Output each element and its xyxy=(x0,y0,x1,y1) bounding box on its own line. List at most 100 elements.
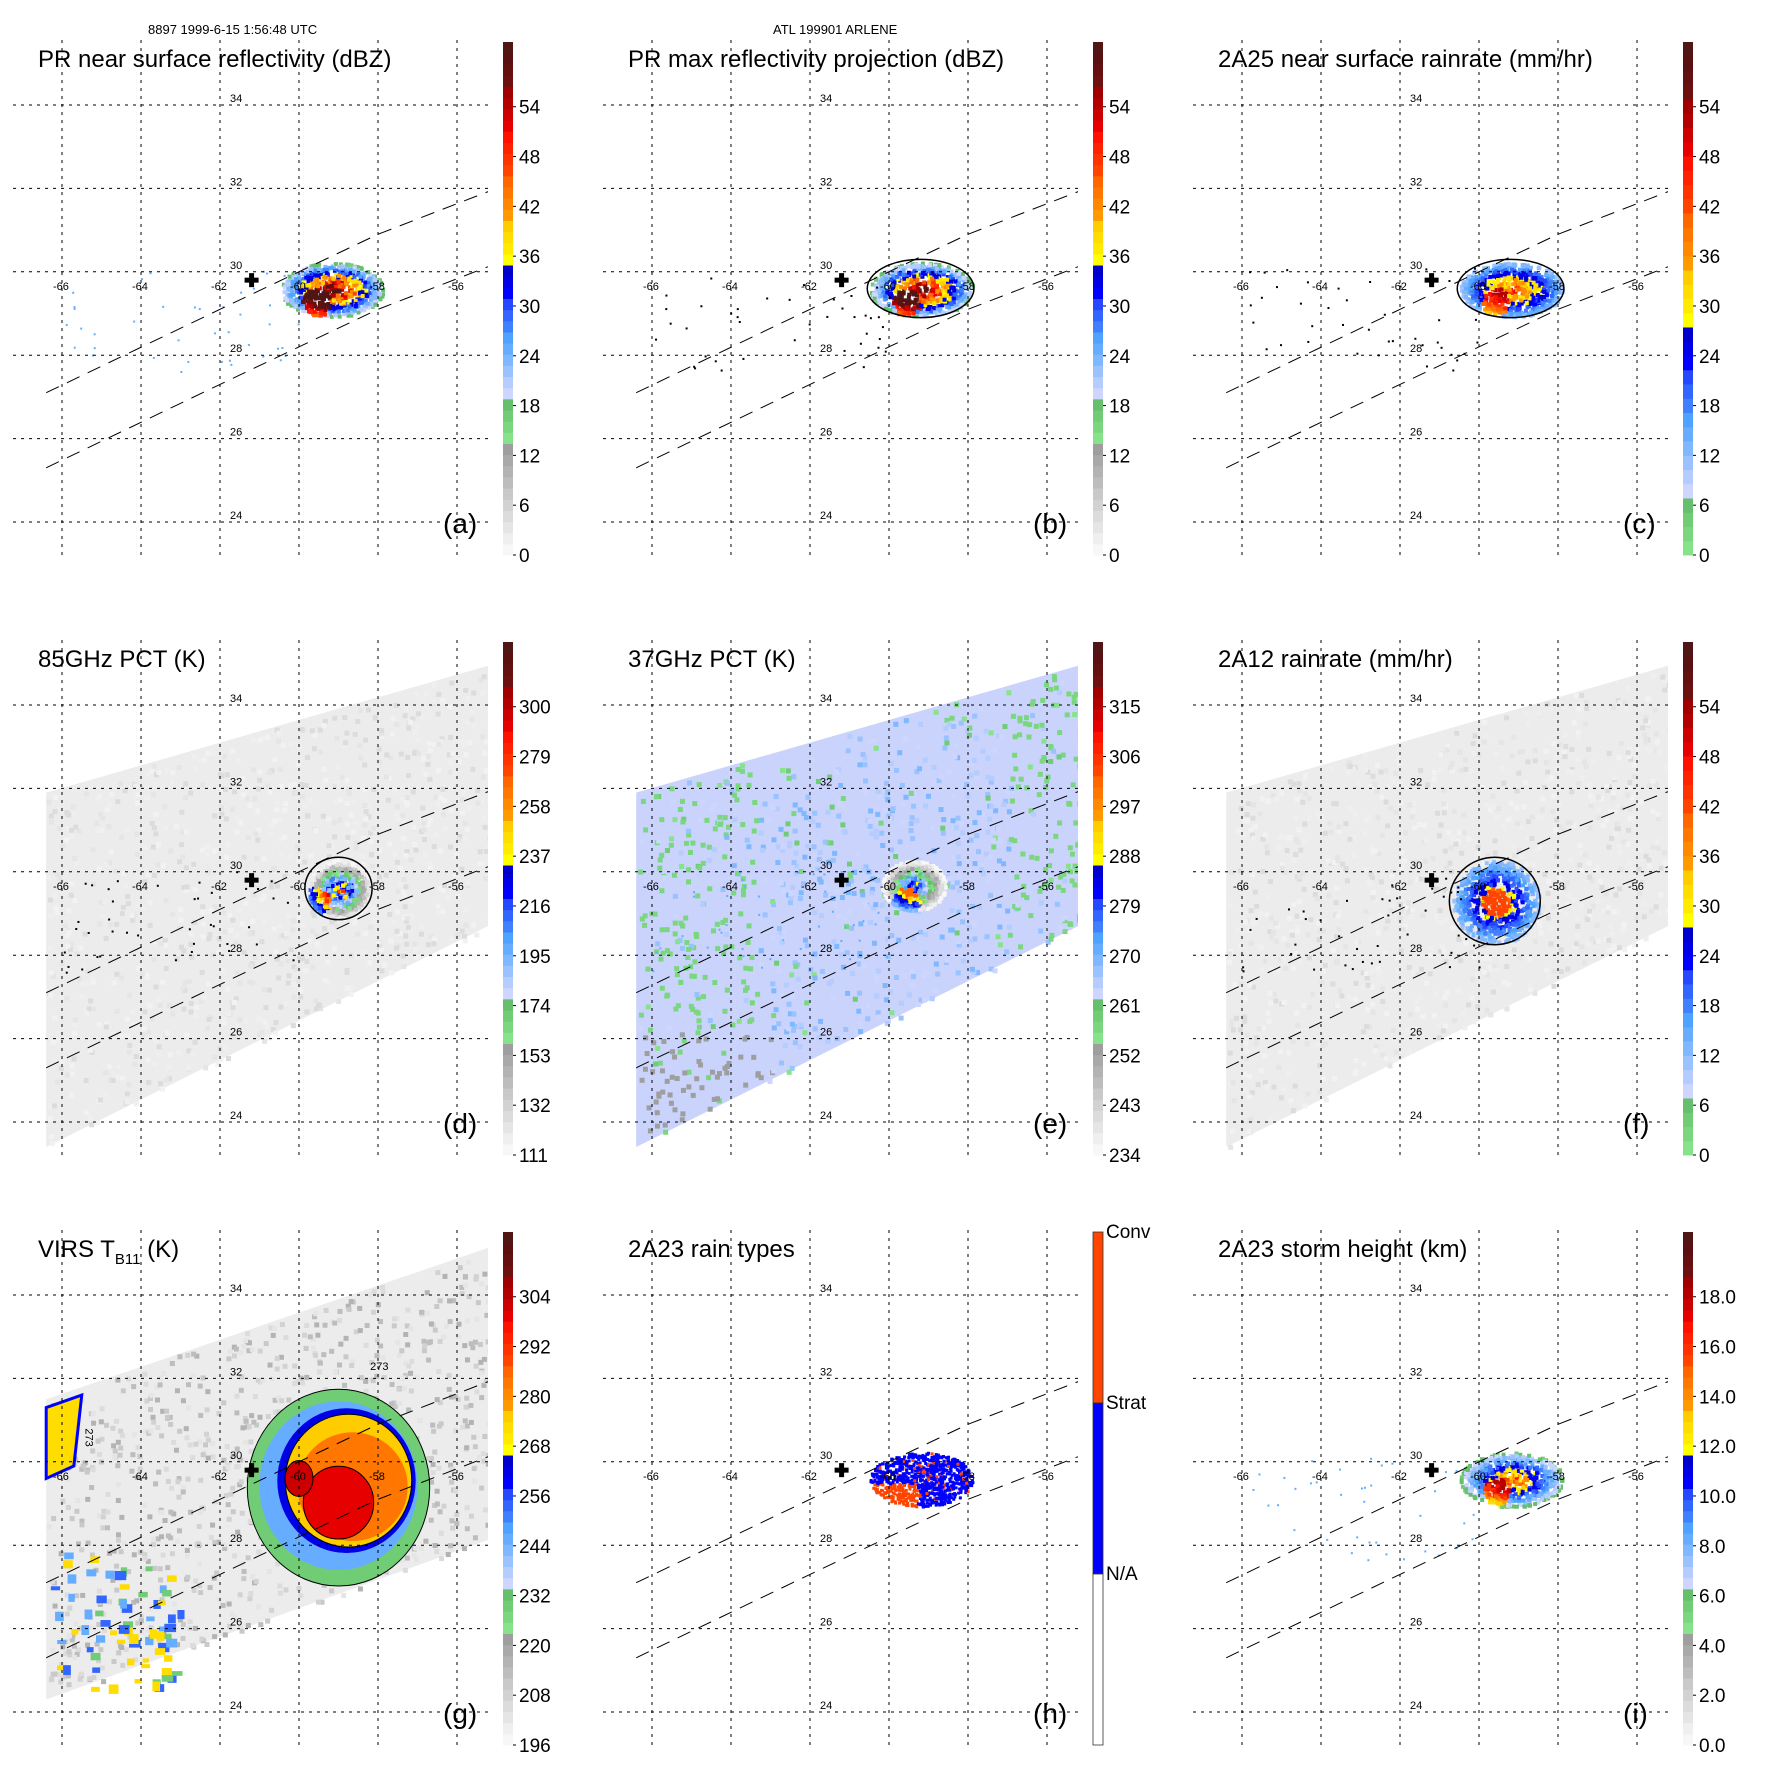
swath-cell xyxy=(309,728,315,734)
swath-cell xyxy=(455,894,461,900)
swath-cell xyxy=(431,844,437,850)
data-cell xyxy=(1554,291,1559,296)
swath-cell xyxy=(1045,939,1051,945)
swath-cell xyxy=(257,777,263,783)
swath-cell xyxy=(392,788,398,794)
swath-cell xyxy=(404,941,410,947)
colorbar-segment xyxy=(503,1054,513,1067)
data-cell xyxy=(1523,275,1528,280)
data-cell xyxy=(292,283,297,288)
scattered-echo xyxy=(277,347,280,350)
swath-cell xyxy=(376,746,382,752)
swath-cell xyxy=(643,1035,649,1041)
data-cell xyxy=(939,298,944,303)
swath-cell xyxy=(690,840,696,846)
data-cell xyxy=(362,284,367,289)
data-cell xyxy=(1509,312,1514,317)
swath-cell xyxy=(487,723,488,729)
data-cell xyxy=(1488,274,1493,279)
swath-cell xyxy=(848,875,854,881)
data-cell xyxy=(316,876,321,881)
swath-cell xyxy=(659,817,665,823)
swath-cell xyxy=(949,715,955,721)
swath-cell xyxy=(863,778,869,784)
data-cell xyxy=(1534,271,1539,276)
swath-cell xyxy=(294,844,300,850)
data-cell xyxy=(919,281,924,286)
swath-cell xyxy=(495,812,500,817)
data-cell xyxy=(324,902,329,907)
swath-cell xyxy=(72,1030,78,1036)
swath-cell xyxy=(221,1020,227,1026)
swath-cell xyxy=(274,956,280,962)
swath-cell xyxy=(680,1087,686,1093)
colorbar-segment xyxy=(1683,56,1693,71)
swath-cell xyxy=(64,995,70,1001)
swath-cell xyxy=(749,1000,755,1006)
data-cell xyxy=(334,902,339,907)
swath-cell xyxy=(438,848,444,854)
swath-cell xyxy=(1015,784,1021,790)
data-cell xyxy=(1545,277,1550,282)
swath-cell xyxy=(954,930,960,936)
swath-cell xyxy=(696,1038,702,1044)
swath-cell xyxy=(679,863,685,869)
swath-cell xyxy=(722,1065,728,1071)
swath-cell xyxy=(344,968,350,974)
swath-cell xyxy=(367,700,373,706)
data-cell xyxy=(1487,302,1492,307)
data-cell xyxy=(904,283,909,288)
swath-cell xyxy=(278,961,284,967)
swath-cell xyxy=(181,948,187,954)
data-cell xyxy=(345,901,350,906)
swath-cell xyxy=(344,985,350,991)
data-cell xyxy=(323,285,328,290)
swath-cell xyxy=(389,731,395,737)
swath-cell xyxy=(232,1000,238,1006)
swath-cell xyxy=(329,919,335,925)
data-cell xyxy=(1474,293,1479,298)
data-cell xyxy=(1506,300,1511,305)
data-cell xyxy=(899,289,904,294)
data-cell xyxy=(912,306,917,311)
precip-feature xyxy=(1249,258,1565,372)
data-cell xyxy=(942,297,947,302)
swath-cell xyxy=(677,938,683,944)
swath-cell xyxy=(730,1022,736,1028)
swath-cell xyxy=(440,786,446,792)
swath-cell xyxy=(220,1016,226,1022)
data-cell xyxy=(315,279,320,284)
data-cell xyxy=(309,307,314,312)
swath-cell xyxy=(166,1064,172,1070)
swath-cell xyxy=(1024,895,1030,901)
colorbar-segment xyxy=(1683,141,1693,157)
colorbar-segment xyxy=(503,943,513,955)
swath-cell xyxy=(871,905,877,911)
swath-cell xyxy=(124,1091,130,1097)
colorbar-segment xyxy=(503,887,513,899)
swath-cell xyxy=(743,1082,749,1088)
swath-cell xyxy=(402,894,408,900)
swath-cell xyxy=(166,1002,172,1008)
swath-cell xyxy=(184,888,190,894)
scattered-echo xyxy=(1456,359,1459,362)
orbit-timestamp: 8897 1999-6-15 1:56:48 UTC xyxy=(148,22,318,37)
swath-cell xyxy=(183,781,189,787)
swath-cell xyxy=(397,881,403,887)
colorbar-segment xyxy=(503,521,513,534)
swath-cell xyxy=(1030,811,1036,817)
data-cell xyxy=(298,295,303,300)
swath-cell xyxy=(989,775,995,781)
swath-cell xyxy=(119,1033,125,1039)
swath-cell xyxy=(792,960,798,966)
swath-cell xyxy=(151,957,157,963)
data-cell xyxy=(1510,305,1515,310)
data-cell xyxy=(919,307,924,312)
swath-cell xyxy=(893,974,899,980)
panel-label: (b) xyxy=(1033,508,1067,539)
data-cell xyxy=(345,310,350,315)
swath-cell xyxy=(401,835,407,841)
swath-cell xyxy=(996,903,1002,909)
swath-cell xyxy=(272,757,278,763)
